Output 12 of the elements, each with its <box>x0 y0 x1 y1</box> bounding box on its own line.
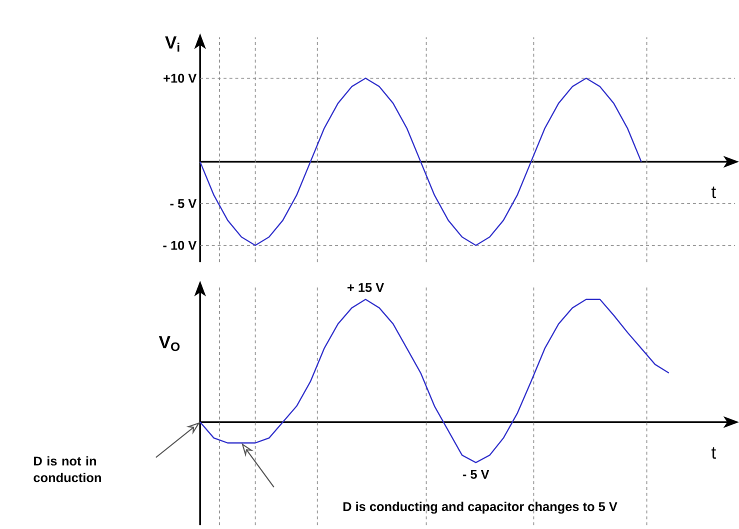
y-axis-title: V$_{O}$ <box>158 336 180 352</box>
y-axis-title: V$_{i}$ <box>165 36 180 52</box>
y-tick-label: +10 V <box>164 74 197 83</box>
y-tick-label: - 5 V <box>170 199 197 208</box>
text: + 15 V <box>348 283 384 292</box>
x-axis-title: t <box>711 186 716 198</box>
y-tick-label: - 10 V <box>163 240 197 250</box>
text: D is not in conduction <box>34 456 101 482</box>
text: D is conducting and capacitor changes to 5 V <box>343 502 618 514</box>
line-series <box>199 78 642 246</box>
text: - 5 V <box>462 470 490 479</box>
x-axis-title: t <box>711 447 716 459</box>
